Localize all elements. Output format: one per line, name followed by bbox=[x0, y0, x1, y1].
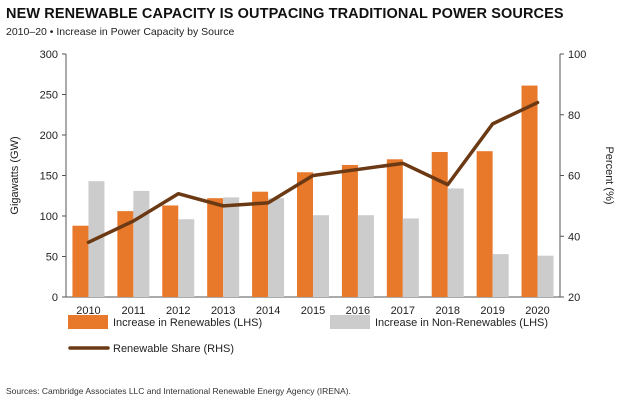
y-tick-label-left: 100 bbox=[40, 211, 58, 223]
bar-non-renewables bbox=[223, 197, 240, 297]
bar-renewables bbox=[207, 198, 224, 297]
y-tick-label-left: 300 bbox=[40, 49, 58, 61]
y-tick-label-left: 50 bbox=[46, 252, 58, 264]
x-tick-label: 2012 bbox=[166, 305, 190, 317]
bar-non-renewables bbox=[357, 215, 374, 297]
bar-renewables bbox=[386, 159, 403, 297]
y-tick-label-left: 0 bbox=[52, 292, 58, 304]
bar-non-renewables bbox=[133, 190, 150, 297]
bar-non-renewables bbox=[537, 255, 554, 297]
legend-non-renewables-swatch bbox=[330, 315, 370, 329]
bar-non-renewables bbox=[268, 198, 285, 297]
y-tick-label-right: 20 bbox=[568, 292, 580, 304]
y-tick-label-right: 40 bbox=[568, 231, 580, 243]
bar-non-renewables bbox=[313, 215, 329, 297]
bars bbox=[72, 85, 554, 297]
x-tick-label: 2010 bbox=[76, 305, 100, 317]
axis-labels: 0 50 100 150 200 250 300 20 40 60 80 100 Gigawatts (… bbox=[9, 49, 615, 317]
x-tick-label: 2017 bbox=[391, 305, 415, 317]
y-axis-title-right: Percent (%) bbox=[603, 146, 615, 204]
chart-subtitle: 2010–20 • Increase in Power Capacity by … bbox=[6, 26, 235, 38]
y-tick-label-left: 150 bbox=[40, 171, 58, 183]
y-tick-label-left: 200 bbox=[40, 130, 58, 142]
share-line bbox=[86, 100, 540, 245]
legend-non-renewables-label: Increase in Non-Renewables (LHS) bbox=[375, 317, 548, 329]
bar-renewables bbox=[252, 191, 269, 297]
y-tick-label-left: 250 bbox=[40, 90, 58, 102]
x-tick-label: 2013 bbox=[211, 305, 235, 317]
legend-renewables-label: Increase in Renewables (LHS) bbox=[113, 317, 262, 329]
y-tick-label-right: 100 bbox=[568, 49, 586, 61]
bar-renewables bbox=[521, 85, 538, 297]
x-tick-label: 2018 bbox=[435, 305, 459, 317]
bar-non-renewables bbox=[402, 218, 419, 297]
bar-renewables bbox=[341, 164, 358, 297]
x-tick-label: 2014 bbox=[256, 305, 280, 317]
x-tick-label: 2011 bbox=[122, 305, 146, 317]
y-tick-label-right: 80 bbox=[568, 110, 580, 122]
bar-non-renewables bbox=[178, 219, 195, 297]
y-axis-title-left: Gigawatts (GW) bbox=[9, 136, 21, 214]
y-tick-label-right: 60 bbox=[568, 171, 580, 183]
legend: Increase in Renewables (LHS) Increase in … bbox=[68, 315, 548, 355]
bar-renewables bbox=[297, 172, 313, 297]
bar-renewables bbox=[476, 151, 493, 297]
bar-non-renewables bbox=[447, 188, 464, 297]
legend-share-label: Renewable Share (RHS) bbox=[113, 343, 234, 355]
x-tick-label: 2019 bbox=[480, 305, 504, 317]
bar-renewables bbox=[162, 205, 179, 297]
x-tick-label: 2020 bbox=[525, 305, 549, 317]
x-tick-label: 2015 bbox=[301, 305, 325, 317]
legend-renewables-swatch bbox=[68, 315, 108, 329]
source-note: Sources: Cambridge Associates LLC and In… bbox=[6, 386, 351, 396]
combo-chart: 0 50 100 150 200 250 300 20 40 60 80 100 Gigawatts (… bbox=[9, 49, 615, 355]
bar-renewables bbox=[431, 152, 448, 297]
bar-renewables bbox=[72, 225, 89, 297]
x-tick-label: 2016 bbox=[346, 305, 370, 317]
bar-renewables bbox=[117, 211, 134, 297]
bar-non-renewables bbox=[492, 254, 509, 297]
chart-title: NEW RENEWABLE CAPACITY IS OUTPACING TRAD… bbox=[6, 6, 564, 22]
